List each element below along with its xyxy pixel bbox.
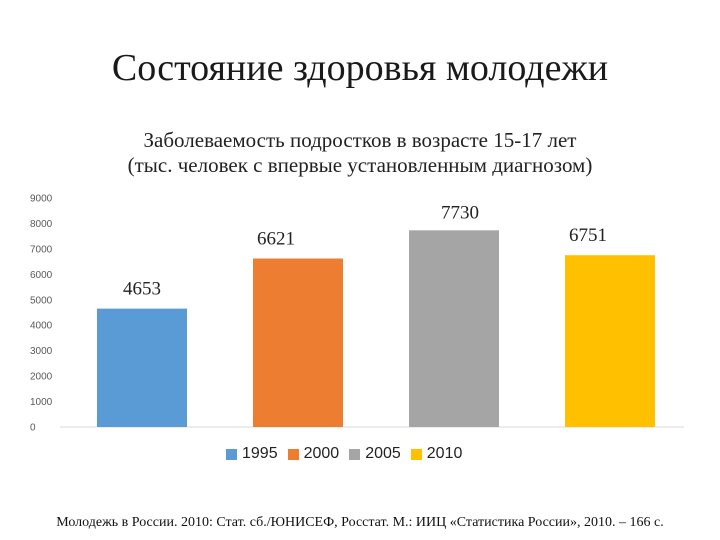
legend-label: 1995 (242, 445, 278, 462)
y-tick-label: 2000 (30, 372, 53, 383)
chart-title-line1: Заболеваемость подростков в возрасте 15-… (143, 128, 577, 152)
source-citation: Молодежь в России. 2010: Стат. сб./ЮНИСЕ… (56, 515, 664, 530)
legend-item-2010: 2010 (410, 445, 463, 463)
legend-swatch (226, 448, 237, 460)
y-tick-label: 7000 (30, 244, 53, 255)
slide-title: Состояние здоровья молодежи (111, 47, 609, 89)
y-tick-label: 8000 (30, 219, 53, 230)
bar-1995 (97, 308, 187, 427)
legend-item-2005: 2005 (349, 445, 401, 463)
legend-swatch (287, 448, 299, 460)
bars (97, 230, 655, 427)
data-labels: 4653 6621 7730 6751 (123, 202, 607, 299)
bar-2000 (253, 258, 343, 427)
data-label-1995: 4653 (123, 279, 161, 300)
y-tick-label: 3000 (30, 346, 53, 357)
legend-item-2000: 2000 (287, 445, 340, 463)
data-label-2010: 6751 (569, 225, 607, 246)
legend: 1995 2000 2005 2010 (226, 445, 462, 463)
y-tick-label: 9000 (30, 194, 53, 205)
y-tick-label: 6000 (30, 270, 53, 281)
legend-swatch (410, 448, 422, 460)
y-tick-label: 4000 (30, 321, 53, 332)
bar-2010 (565, 255, 655, 427)
y-tick-label: 0 (30, 423, 36, 434)
legend-swatch (349, 448, 361, 460)
chart-title-line2: (тыс. человек с впервые установленным ди… (127, 153, 593, 177)
legend-label: 2000 (303, 445, 340, 462)
y-tick-label: 1000 (30, 397, 53, 408)
bar-2005 (409, 230, 499, 427)
legend-label: 2010 (426, 445, 463, 462)
y-tick-label: 5000 (30, 295, 53, 306)
data-label-2005: 7730 (441, 202, 479, 223)
legend-label: 2005 (365, 445, 401, 462)
legend-item-1995: 1995 (226, 445, 278, 463)
data-label-2000: 6621 (257, 229, 295, 250)
chart-title: Заболеваемость подростков в возрасте 15-… (60, 128, 660, 178)
